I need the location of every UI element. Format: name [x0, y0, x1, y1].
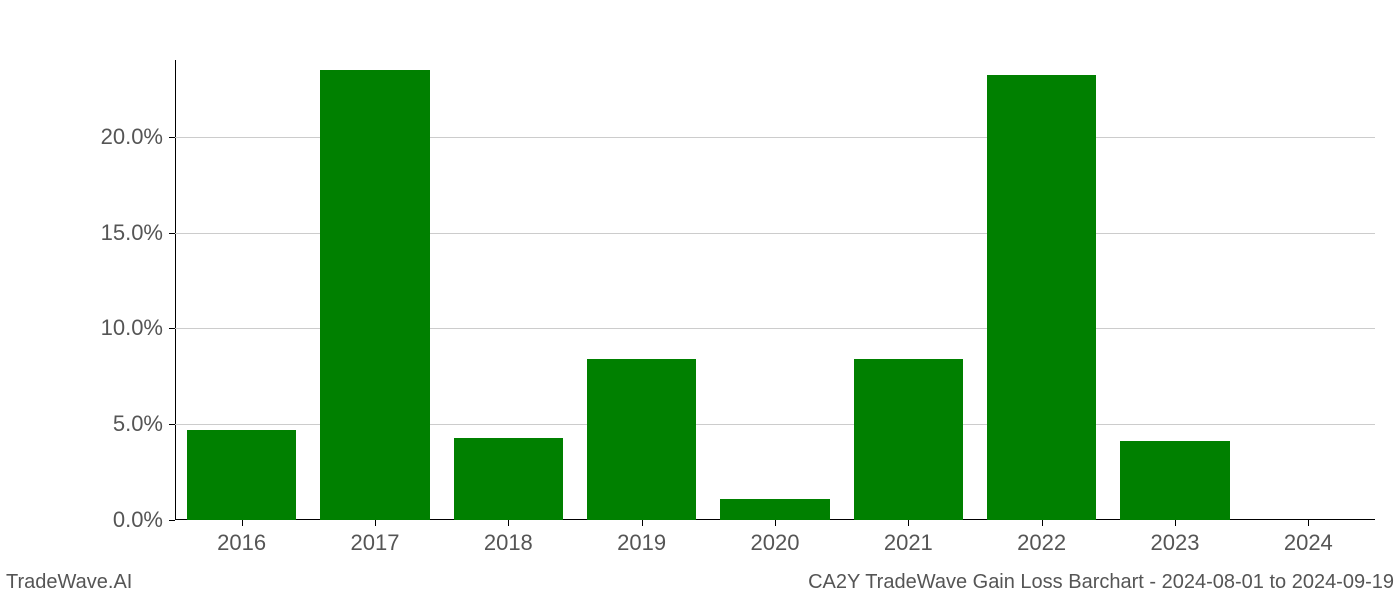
y-tick-mark — [169, 424, 175, 425]
y-tick-mark — [169, 233, 175, 234]
x-tick-label: 2021 — [884, 530, 933, 556]
x-tick-mark — [375, 520, 376, 526]
bar — [720, 499, 829, 520]
y-tick-label: 5.0% — [113, 411, 163, 437]
bar — [987, 75, 1096, 520]
x-tick-mark — [508, 520, 509, 526]
y-tick-label: 15.0% — [101, 220, 163, 246]
y-tick-label: 10.0% — [101, 315, 163, 341]
bar — [320, 70, 429, 520]
x-tick-mark — [1042, 520, 1043, 526]
y-tick-label: 20.0% — [101, 124, 163, 150]
x-tick-mark — [1308, 520, 1309, 526]
x-tick-label: 2017 — [351, 530, 400, 556]
x-tick-mark — [908, 520, 909, 526]
x-tick-label: 2024 — [1284, 530, 1333, 556]
bar — [454, 438, 563, 520]
x-tick-label: 2022 — [1017, 530, 1066, 556]
footer-right-text: CA2Y TradeWave Gain Loss Barchart - 2024… — [808, 571, 1394, 594]
y-axis-line — [175, 60, 176, 520]
bar — [854, 359, 963, 520]
y-tick-mark — [169, 137, 175, 138]
chart-container: 0.0%5.0%10.0%15.0%20.0%20162017201820192… — [175, 60, 1375, 520]
x-tick-label: 2018 — [484, 530, 533, 556]
y-tick-mark — [169, 328, 175, 329]
bar — [587, 359, 696, 520]
x-tick-mark — [242, 520, 243, 526]
x-tick-label: 2023 — [1151, 530, 1200, 556]
x-tick-label: 2019 — [617, 530, 666, 556]
x-tick-label: 2020 — [751, 530, 800, 556]
plot-area: 0.0%5.0%10.0%15.0%20.0%20162017201820192… — [175, 60, 1375, 520]
footer-left-text: TradeWave.AI — [6, 571, 132, 594]
x-tick-mark — [775, 520, 776, 526]
x-tick-label: 2016 — [217, 530, 266, 556]
y-tick-label: 0.0% — [113, 507, 163, 533]
x-tick-mark — [642, 520, 643, 526]
bar — [1120, 441, 1229, 520]
bar — [187, 430, 296, 520]
x-tick-mark — [1175, 520, 1176, 526]
y-tick-mark — [169, 520, 175, 521]
